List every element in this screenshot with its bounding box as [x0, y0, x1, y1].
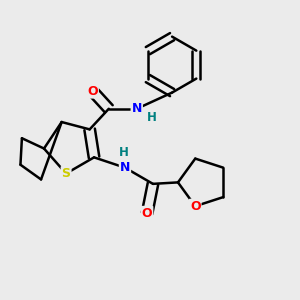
Text: N: N — [120, 161, 130, 174]
Text: O: O — [142, 207, 152, 220]
Text: O: O — [87, 85, 98, 98]
Text: H: H — [147, 110, 157, 124]
Text: S: S — [61, 167, 70, 180]
Text: N: N — [132, 102, 142, 115]
Text: O: O — [190, 200, 201, 213]
Text: H: H — [118, 146, 128, 159]
